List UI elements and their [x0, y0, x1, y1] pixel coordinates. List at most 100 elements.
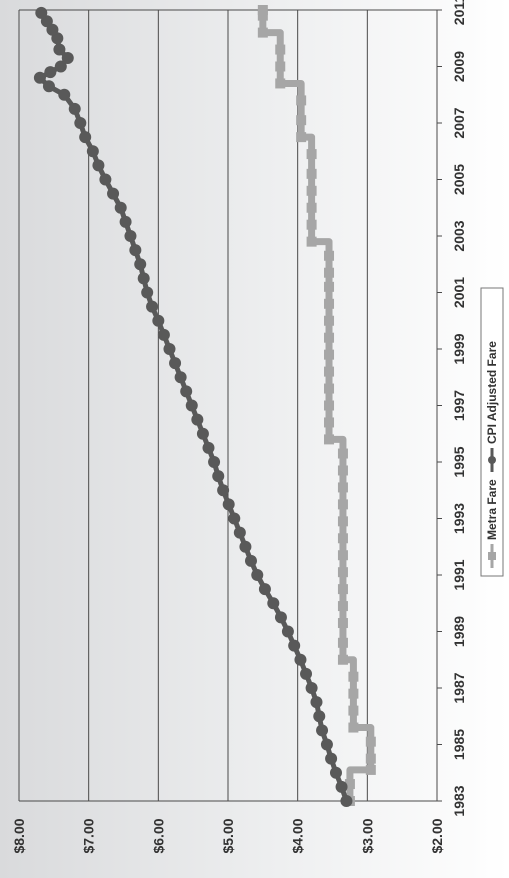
metra-fare-point: [324, 366, 335, 377]
x-tick-label: 1999: [451, 333, 467, 364]
cpi-adjusted-fare-point: [119, 215, 132, 228]
axes: [19, 9, 442, 802]
cpi-adjusted-fare-point: [313, 710, 326, 723]
cpi-adjusted-fare-point: [222, 498, 235, 511]
cpi-adjusted-fare-point: [180, 385, 193, 398]
cpi-adjusted-fare-point: [86, 145, 99, 158]
cpi-adjusted-fare-point: [33, 71, 46, 84]
cpi-adjusted-fare-point: [146, 300, 159, 313]
cpi-adjusted-fare-point: [196, 427, 209, 440]
cpi-adjusted-fare-point: [244, 554, 257, 567]
metra-fare-point: [324, 434, 335, 445]
x-tick-label: 1995: [451, 446, 467, 477]
metra-fare-point: [275, 78, 286, 89]
metra-fare-point: [296, 115, 307, 126]
cpi-adjusted-fare-point: [202, 441, 215, 454]
cpi-adjusted-fare-point: [267, 597, 280, 610]
cpi-adjusted-fare-point: [157, 328, 170, 341]
cpi-adjusted-fare-point: [325, 752, 338, 765]
tick-labels: 1983 1985 1987 1989 1991 1993 1995 1997 1999 2001…: [11, 0, 467, 854]
metra-fare-point: [337, 533, 348, 544]
cpi-adjusted-fare-point: [46, 23, 59, 36]
cpi-adjusted-fare-point: [79, 131, 92, 144]
legend: Metra Fare CPI Adjusted Fare: [480, 287, 504, 577]
metra-fare-point: [257, 10, 268, 21]
metra-fare-point: [324, 298, 335, 309]
x-tick-label: 1983: [451, 785, 467, 816]
cpi-adjusted-fare-point: [310, 696, 323, 709]
y-tick-label: $4.00: [290, 818, 306, 853]
cpi-adjusted-fare-point: [174, 371, 187, 384]
metra-fare-point: [337, 601, 348, 612]
metra-fare-point: [337, 567, 348, 578]
metra-fare-point: [306, 168, 317, 179]
legend-box: [480, 287, 504, 577]
metra-fare-point: [324, 332, 335, 343]
cpi-adjusted-fare-point: [129, 244, 142, 257]
cpi-adjusted-fare-point: [251, 569, 264, 581]
cpi-adjusted-fare-point: [61, 52, 74, 65]
cpi-adjusted-fare-point: [137, 272, 150, 285]
cpi-adjusted-fare-point: [99, 173, 112, 186]
cpi-adjusted-fare-point: [300, 667, 313, 680]
metra-fare-point: [275, 61, 286, 72]
cpi-adjusted-fare-point: [274, 611, 287, 624]
x-tick-label: 2001: [451, 277, 467, 308]
metra-fare-point: [365, 736, 376, 747]
legend-cpi-adjusted-fare-marker: [488, 456, 496, 464]
series-group: [33, 5, 376, 807]
cpi-adjusted-fare-point: [320, 738, 333, 751]
metra-fare-point: [337, 584, 348, 595]
x-tick-label: 2011: [451, 0, 467, 25]
cpi-adjusted-fare-point: [208, 456, 221, 468]
cpi-adjusted-fare-point: [68, 102, 81, 115]
metra-fare-point: [337, 465, 348, 476]
cpi-adjusted-fare-point: [53, 43, 66, 56]
y-tick-label: $3.00: [359, 818, 375, 853]
metra-fare-point: [365, 753, 376, 764]
cpi-adjusted-fare-point: [228, 512, 241, 525]
metra-fare-point: [344, 779, 355, 790]
cpi-adjusted-fare-point: [212, 470, 225, 483]
metra-fare-point: [296, 95, 307, 106]
x-tick-label: 1993: [451, 503, 467, 534]
cpi-adjusted-fare-point: [42, 80, 55, 93]
metra-fare-point: [275, 44, 286, 55]
cpi-adjusted-fare-point: [44, 66, 57, 79]
y-tick-label: $6.00: [150, 818, 166, 853]
cpi-adjusted-fare-point: [281, 625, 294, 638]
metra-fare-point: [306, 219, 317, 230]
x-tick-label: 2009: [451, 51, 467, 82]
cpi-adjusted-fare-point: [107, 187, 120, 200]
cpi-adjusted-fare-point: [134, 258, 147, 271]
cpi-adjusted-fare-point: [288, 639, 301, 652]
metra-fare-point: [324, 281, 335, 292]
x-tick-label: 1987: [451, 672, 467, 703]
x-tick-label: 1991: [451, 559, 467, 590]
cpi-adjusted-fare-point: [169, 357, 182, 370]
cpi-adjusted-fare-point: [40, 15, 53, 28]
metra-fare-point: [337, 637, 348, 648]
cpi-adjusted-fare-point: [217, 484, 230, 497]
metra-fare-point: [337, 516, 348, 527]
cpi-adjusted-fare-point: [329, 766, 342, 779]
y-tick-label: $2.00: [429, 818, 445, 853]
cpi-adjusted-fare-point: [294, 653, 307, 666]
metra-fare-point: [324, 315, 335, 326]
cpi-adjusted-fare-point: [74, 117, 87, 129]
cpi-adjusted-fare-point: [35, 6, 48, 19]
metra-fare-point: [306, 185, 317, 196]
x-tick-label: 2005: [451, 164, 467, 195]
cpi-adjusted-fare-point: [152, 314, 165, 327]
cpi-adjusted-fare-point: [239, 540, 252, 553]
metra-fare-point: [296, 132, 307, 143]
cpi-adjusted-fare-point: [163, 343, 176, 355]
metra-fare-point: [306, 202, 317, 213]
cpi-adjusted-fare-point: [54, 60, 67, 73]
metra-fare-point: [257, 5, 268, 15]
metra-fare-point: [348, 671, 359, 682]
metra-fare-point: [348, 722, 359, 733]
cpi-adjusted-fare-point: [185, 399, 198, 412]
y-tick-label: $8.00: [11, 818, 27, 853]
cpi-adjusted-fare-point: [58, 88, 71, 101]
